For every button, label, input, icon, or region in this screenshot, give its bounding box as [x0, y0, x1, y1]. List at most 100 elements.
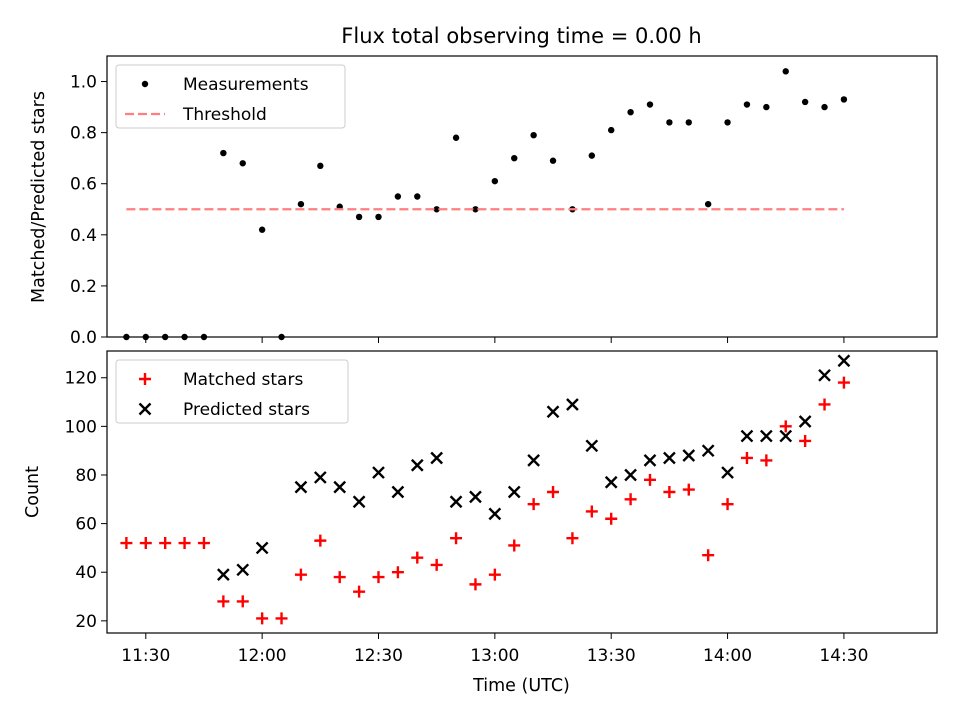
y-tick-label: 0.2	[70, 277, 97, 297]
predicted-star-point	[779, 429, 793, 443]
y-tick-label: 40	[75, 563, 97, 583]
legend-box	[115, 359, 349, 424]
predicted-star-point	[585, 439, 599, 453]
matched-star-point	[178, 537, 191, 550]
predicted-star-point	[759, 429, 773, 443]
matched-star-point	[372, 571, 385, 584]
y-tick-label: 0.0	[70, 328, 97, 348]
predicted-star-point	[430, 451, 444, 465]
y-tick-label: 100	[65, 417, 97, 437]
matched-star-point	[721, 498, 734, 511]
y-tick-label: 80	[75, 466, 97, 486]
matched-star-point	[527, 498, 540, 511]
predicted-star-point	[527, 454, 540, 467]
predicted-star-point	[546, 405, 560, 419]
measurement-point	[530, 131, 537, 139]
measurement-point	[782, 68, 789, 75]
x-tick-label: 14:30	[819, 646, 868, 666]
predicted-star-point	[488, 507, 502, 521]
measurement-point	[743, 101, 751, 108]
measurement-point	[317, 162, 324, 170]
matched-star-point	[469, 578, 482, 591]
bottom-axes-frame	[106, 350, 938, 634]
measurement-point	[549, 157, 557, 164]
predicted-star-point	[255, 541, 269, 555]
matched-star-point	[663, 486, 676, 498]
legend-dot-icon	[141, 80, 149, 88]
x-tick-label: 12:30	[354, 646, 403, 666]
predicted-star-point	[701, 444, 715, 458]
measurement-point	[414, 193, 421, 200]
y-tick-label: 0.4	[70, 226, 97, 246]
predicted-star-point	[236, 563, 250, 577]
matched-star-point	[159, 537, 172, 550]
top-axes-frame	[106, 55, 938, 338]
x-tick-label: 13:00	[470, 646, 519, 666]
matched-star-point	[779, 420, 792, 433]
predicted-star-point	[837, 354, 851, 368]
predicted-star-point	[682, 449, 696, 462]
matched-star-point	[294, 568, 307, 581]
y-tick-label: 0.8	[70, 124, 97, 144]
top-series-marks	[123, 68, 848, 341]
matched-star-point	[197, 537, 210, 550]
legend-label: Threshold	[182, 105, 267, 125]
matched-star-point	[799, 434, 812, 447]
predicted-star-point	[372, 466, 385, 479]
measurement-point	[472, 206, 479, 213]
legend-box	[115, 64, 346, 129]
matched-star-point	[217, 595, 230, 608]
matched-star-point	[740, 451, 753, 464]
predicted-star-point	[818, 368, 831, 382]
measurement-point	[511, 154, 518, 162]
matched-star-point	[333, 571, 346, 584]
predicted-star-point	[333, 480, 347, 494]
measurement-point	[394, 193, 402, 200]
y-tick-label: 60	[75, 515, 97, 535]
predicted-star-point	[469, 490, 482, 504]
top-legend: Measurements Threshold	[115, 64, 346, 129]
measurement-point	[355, 213, 363, 221]
predicted-star-point	[798, 415, 812, 428]
measurement-point	[588, 152, 596, 159]
measurement-point	[375, 213, 382, 221]
matched-star-point	[450, 532, 463, 545]
matched-star-point	[837, 376, 850, 389]
predicted-star-point	[391, 485, 405, 499]
x-tick-label: 11:30	[121, 646, 170, 666]
measurement-point	[724, 119, 731, 126]
measurement-point	[433, 206, 440, 213]
matched-star-point	[547, 486, 560, 498]
matched-star-point	[624, 493, 637, 506]
legend-label: Matched stars	[183, 370, 303, 390]
predicted-star-point	[740, 429, 754, 443]
matched-star-point	[488, 568, 501, 581]
measurement-point	[627, 109, 634, 116]
predicted-star-point	[449, 495, 463, 509]
top-y-axis-label: Matched/Predicted stars	[29, 91, 49, 303]
matched-star-point	[411, 551, 424, 564]
measurement-point	[666, 119, 673, 126]
matched-star-point	[275, 612, 288, 625]
measurement-point	[840, 96, 848, 103]
x-tick-label: 14:00	[703, 646, 752, 666]
matched-star-point	[682, 483, 695, 496]
legend-x-icon	[138, 402, 152, 416]
measurement-point	[239, 160, 246, 167]
predicted-star-point	[313, 471, 327, 484]
predicted-star-point	[566, 398, 579, 411]
chart-title: Flux total observing time = 0.00 h	[341, 24, 701, 48]
matched-star-point	[120, 537, 133, 550]
matched-star-point	[566, 532, 579, 545]
matched-star-point	[605, 512, 618, 525]
measurement-point	[491, 177, 499, 185]
x-tick-label: 13:30	[587, 646, 636, 666]
measurement-point	[821, 103, 828, 111]
matched-star-point	[314, 534, 327, 547]
measurement-point	[258, 226, 266, 233]
measurement-point	[685, 119, 692, 126]
matched-star-point	[256, 612, 269, 625]
bottom-panel: 20 40 60 80 100 120 11:30 12:00 12:30 13:00 13:30 1…	[23, 350, 938, 666]
legend-label: Measurements	[183, 75, 309, 95]
